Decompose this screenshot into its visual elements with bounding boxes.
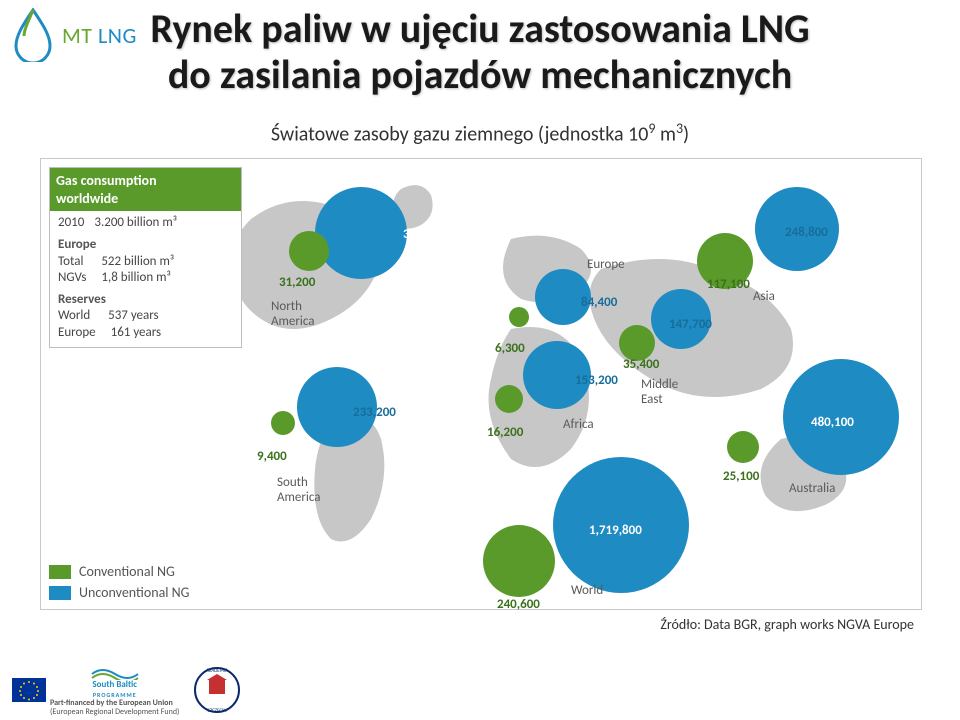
value-conventional-europe: 6,300 xyxy=(495,341,525,356)
region-label-south-america: SouthAmerica xyxy=(277,475,321,505)
info-europe-k: Europe xyxy=(58,325,96,341)
eu-funding-l2: (European Regional Development Fund) xyxy=(50,708,179,716)
gas-consumption-info-box: Gas consumption worldwide 2010 3.200 bil… xyxy=(49,167,242,348)
slide-title: Rynek paliw w ujęciu zastosowania LNGdo … xyxy=(0,6,960,98)
value-unconventional-world: 1,719,800 xyxy=(589,523,642,538)
info-header-l1: Gas consumption xyxy=(56,172,157,189)
info-reserves-header: Reserves xyxy=(58,292,233,308)
source-citation: Źródło: Data BGR, graph works NGVA Europ… xyxy=(660,616,914,633)
legend-swatch-unconventional xyxy=(49,586,71,600)
value-conventional-north-america: 31,200 xyxy=(279,275,315,290)
region-label-africa: Africa xyxy=(563,417,594,432)
value-conventional-asia: 117,100 xyxy=(707,277,750,292)
region-label-middle-east: MiddleEast xyxy=(641,377,678,407)
info-total-v: 522 billion m³ xyxy=(101,254,174,270)
info-total-k: Total xyxy=(58,254,83,270)
value-unconventional-europe: 84,400 xyxy=(581,295,617,310)
region-label-europe: Europe xyxy=(587,257,625,272)
value-conventional-world: 240,600 xyxy=(497,597,540,612)
svg-text:AKADEMIA: AKADEMIA xyxy=(206,668,228,674)
value-unconventional-middle-east: 147,700 xyxy=(669,317,712,332)
value-conventional-south-america: 9,400 xyxy=(257,449,287,464)
region-label-north-america: NorthAmerica xyxy=(271,299,315,329)
info-header-l2: worldwide xyxy=(56,190,118,207)
south-baltic-label: South Baltic xyxy=(92,679,137,690)
info-year-val: 3.200 billion m³ xyxy=(94,215,177,231)
akademia-morska-logo-icon: AKADEMIA SZCZECIN xyxy=(193,666,241,714)
region-label-australia: Australia xyxy=(789,481,835,496)
info-ngv-k: NGVs xyxy=(58,270,86,286)
eu-flag-icon xyxy=(12,678,46,702)
value-unconventional-australia: 480,100 xyxy=(811,415,854,430)
world-gas-reserves-map: Gas consumption worldwide 2010 3.200 bil… xyxy=(40,158,922,610)
info-world-v: 537 years xyxy=(108,308,159,324)
region-label-world: World xyxy=(571,583,603,598)
info-europe-header: Europe xyxy=(58,237,233,253)
info-ngv-v: 1,8 billion m³ xyxy=(101,270,170,286)
value-unconventional-africa: 153,200 xyxy=(575,373,618,388)
region-label-asia: Asia xyxy=(753,289,775,304)
value-conventional-africa: 16,200 xyxy=(487,425,523,440)
legend: Conventional NG Unconventional NG xyxy=(49,559,190,601)
slide-subtitle: Światowe zasoby gazu ziemnego (jednostka… xyxy=(0,120,960,147)
value-unconventional-asia: 248,800 xyxy=(785,225,828,240)
legend-swatch-conventional xyxy=(49,565,71,579)
footer-logos: South Baltic PROGRAMME Part-financed by … xyxy=(12,664,241,716)
legend-label-unconventional: Unconventional NG xyxy=(79,584,190,601)
value-unconventional-south-america: 233,200 xyxy=(353,405,396,420)
legend-label-conventional: Conventional NG xyxy=(79,563,175,580)
info-year: 2010 xyxy=(58,215,84,231)
svg-text:SZCZECIN: SZCZECIN xyxy=(208,708,227,714)
value-unconventional-north-america: 372,400 xyxy=(403,227,446,242)
info-europe-v: 161 years xyxy=(111,325,162,341)
info-world-k: World xyxy=(58,308,90,324)
value-conventional-australia: 25,100 xyxy=(723,469,759,484)
south-baltic-wave-icon xyxy=(90,664,140,680)
value-conventional-middle-east: 35,400 xyxy=(623,357,659,372)
